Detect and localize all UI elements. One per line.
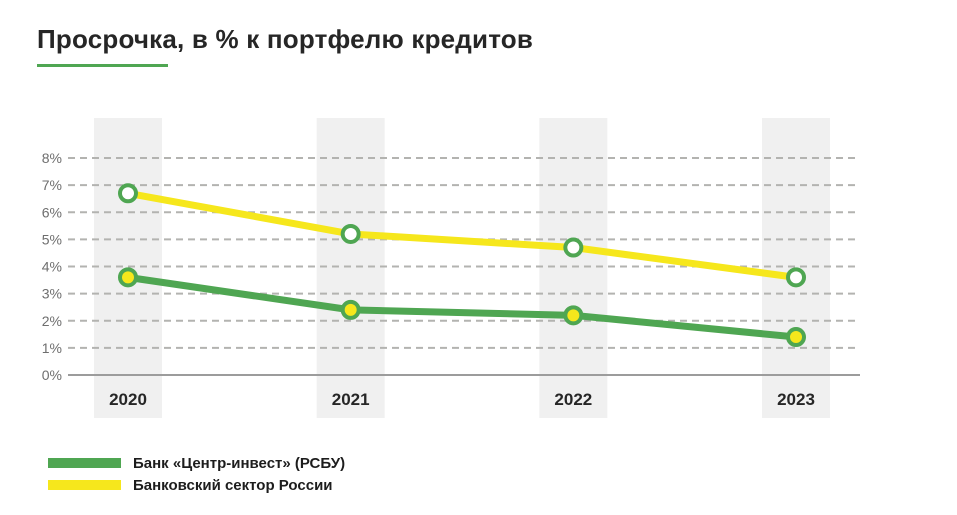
data-point-marker bbox=[563, 305, 584, 326]
category-band-2022 bbox=[539, 118, 608, 418]
y-tick-label: 2% bbox=[42, 313, 62, 329]
y-tick-label: 7% bbox=[42, 177, 62, 193]
x-axis-label: 2023 bbox=[777, 390, 815, 409]
x-axis-label: 2021 bbox=[332, 390, 370, 409]
legend-swatch-yellow bbox=[48, 480, 121, 490]
data-point-marker bbox=[563, 237, 584, 258]
legend-label-sector: Банковский сектор России bbox=[133, 476, 333, 494]
legend: Банк «Центр-инвест» (РСБУ) Банковский се… bbox=[48, 452, 345, 496]
category-band-2021 bbox=[316, 118, 385, 418]
data-point-marker bbox=[118, 183, 138, 204]
data-point-marker bbox=[118, 267, 138, 288]
series-line-0 bbox=[124, 273, 800, 341]
legend-label-bank: Банк «Центр-инвест» (РСБУ) bbox=[133, 454, 346, 472]
y-tick-label: 0% bbox=[42, 367, 62, 383]
legend-item-bank: Банк «Центр-инвест» (РСБУ) bbox=[48, 452, 345, 474]
y-tick-label: 3% bbox=[42, 286, 62, 302]
data-point-marker bbox=[786, 267, 807, 288]
y-tick-label: 4% bbox=[42, 259, 62, 275]
series-line-1 bbox=[124, 189, 800, 281]
y-tick-label: 6% bbox=[42, 204, 62, 220]
x-axis-label: 2020 bbox=[109, 390, 147, 409]
data-point-marker bbox=[786, 327, 807, 348]
data-point-marker bbox=[340, 299, 361, 320]
data-point-marker bbox=[340, 223, 361, 244]
legend-item-sector: Банковский сектор России bbox=[48, 474, 345, 496]
chart-title: Просрочка, в % к портфелю кредитов bbox=[37, 24, 534, 54]
y-tick-label: 8% bbox=[42, 150, 62, 166]
y-tick-label: 5% bbox=[42, 231, 62, 247]
x-axis-label: 2022 bbox=[554, 390, 592, 409]
legend-swatch-green bbox=[48, 458, 121, 468]
title-underline bbox=[37, 64, 168, 67]
y-tick-label: 1% bbox=[42, 340, 62, 356]
